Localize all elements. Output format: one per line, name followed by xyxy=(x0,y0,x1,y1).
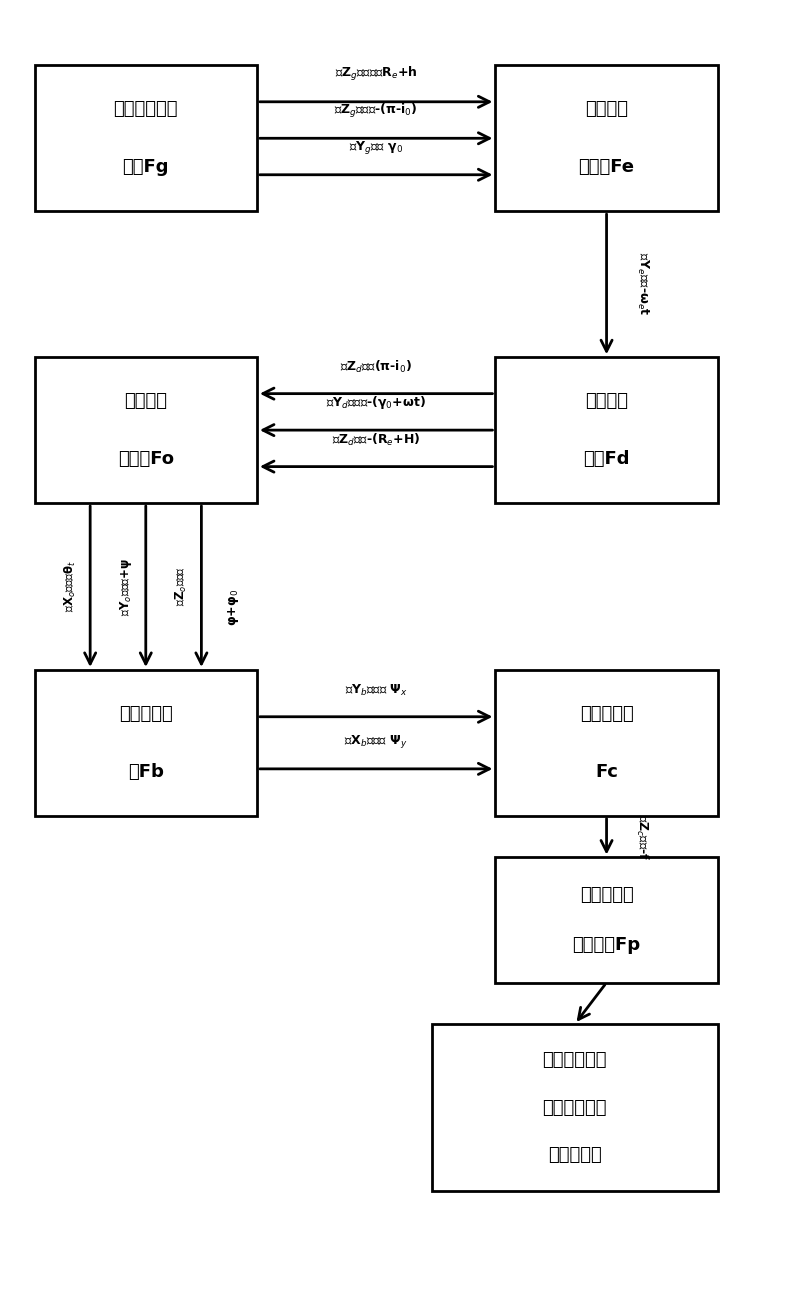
Text: 卫星体坐标: 卫星体坐标 xyxy=(119,705,173,723)
Text: 绕Z$_g$轴旋转-(π-i$_0$): 绕Z$_g$轴旋转-(π-i$_0$) xyxy=(334,101,418,119)
Text: 插成像面图: 插成像面图 xyxy=(548,1146,602,1164)
Text: 星下点地理坐: 星下点地理坐 xyxy=(114,100,178,118)
Text: 当地轨道: 当地轨道 xyxy=(124,392,167,410)
FancyBboxPatch shape xyxy=(34,670,257,815)
Text: 沿Z$_c$平移-f: 沿Z$_c$平移-f xyxy=(634,814,650,859)
Text: 地心固联: 地心固联 xyxy=(585,100,628,118)
FancyBboxPatch shape xyxy=(432,1024,718,1192)
Text: 相机坐标系: 相机坐标系 xyxy=(580,705,634,723)
FancyBboxPatch shape xyxy=(495,357,718,504)
Text: 绕X$_o$轴旋转θ$_t$: 绕X$_o$轴旋转θ$_t$ xyxy=(62,561,78,613)
Text: 绕Y$_d$轴旋转-(γ$_0$+ωt): 绕Y$_d$轴旋转-(γ$_0$+ωt) xyxy=(326,395,426,411)
Text: 系Fb: 系Fb xyxy=(128,763,164,781)
Text: 驱动点像平: 驱动点像平 xyxy=(580,887,634,903)
Text: 绕Y$_g$旋转 γ$_0$: 绕Y$_g$旋转 γ$_0$ xyxy=(349,139,403,156)
Text: 坐标系Fo: 坐标系Fo xyxy=(118,450,174,469)
Text: 绕Y$_e$旋转-ω$_e$t: 绕Y$_e$旋转-ω$_e$t xyxy=(634,252,650,315)
Text: 面坐标系Fp: 面坐标系Fp xyxy=(573,936,641,954)
Text: 绕Z$_o$轴旋转: 绕Z$_o$轴旋转 xyxy=(174,566,189,606)
Text: φ+φ$_0$: φ+φ$_0$ xyxy=(226,589,241,626)
Text: 绕X$_b$轴旋转 Ψ$_y$: 绕X$_b$轴旋转 Ψ$_y$ xyxy=(345,733,408,750)
Text: 沿Z$_d$平移-(R$_e$+H): 沿Z$_d$平移-(R$_e$+H) xyxy=(332,432,420,448)
Text: 绕Y$_o$轴旋转+ψ: 绕Y$_o$轴旋转+ψ xyxy=(118,557,134,615)
Text: Fc: Fc xyxy=(595,763,618,781)
FancyBboxPatch shape xyxy=(495,670,718,815)
Text: 绕Z$_d$旋转(π-i$_0$): 绕Z$_d$旋转(π-i$_0$) xyxy=(340,358,412,375)
Text: 标系Fd: 标系Fd xyxy=(583,450,630,469)
Text: 绕Y$_b$轴旋转 Ψ$_x$: 绕Y$_b$轴旋转 Ψ$_x$ xyxy=(345,683,407,698)
Text: 标系Fg: 标系Fg xyxy=(122,158,169,177)
FancyBboxPatch shape xyxy=(495,858,718,983)
Text: 沿Z$_g$方向平移R$_e$+h: 沿Z$_g$方向平移R$_e$+h xyxy=(335,65,418,83)
FancyBboxPatch shape xyxy=(495,65,718,212)
Text: 坐标系Fe: 坐标系Fe xyxy=(578,158,634,177)
Text: 降交点坐: 降交点坐 xyxy=(585,392,628,410)
Text: 利用多项式插: 利用多项式插 xyxy=(542,1051,607,1070)
Text: 值法把驱动点: 值法把驱动点 xyxy=(542,1098,607,1116)
FancyBboxPatch shape xyxy=(34,357,257,504)
FancyBboxPatch shape xyxy=(34,65,257,212)
